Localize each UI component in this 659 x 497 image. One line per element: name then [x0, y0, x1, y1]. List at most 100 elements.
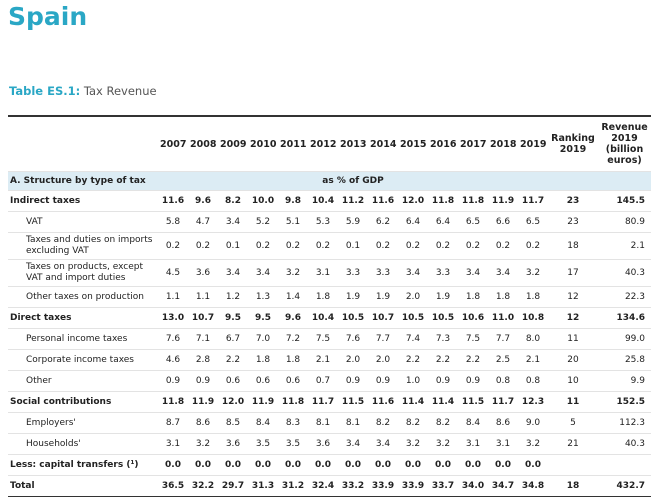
ranking-cell: 11: [548, 391, 598, 413]
value-cell: 0.0: [518, 454, 548, 476]
value-cell: 3.4: [368, 433, 398, 455]
value-cell: 8.6: [188, 412, 218, 434]
value-cell: 0.0: [278, 454, 308, 476]
value-cell: 2.2: [218, 349, 248, 371]
value-cell: 0.2: [158, 232, 188, 260]
value-cell: 5.9: [338, 211, 368, 233]
caption-label: Table ES.1:: [9, 84, 81, 98]
value-cell: 2.1: [518, 349, 548, 371]
value-cell: 3.2: [518, 433, 548, 455]
value-cell: 3.3: [338, 259, 368, 287]
revenue-cell: 134.6: [598, 307, 651, 329]
value-cell: 8.2: [428, 412, 458, 434]
value-cell: 3.1: [488, 433, 518, 455]
ranking-cell: 18: [548, 232, 598, 260]
page-title: Spain: [8, 2, 88, 31]
value-cell: 0.1: [218, 232, 248, 260]
value-cell: 11.6: [368, 190, 398, 212]
value-cell: 6.5: [458, 211, 488, 233]
ranking-cell: 17: [548, 259, 598, 287]
value-cell: 33.2: [338, 475, 368, 497]
value-cell: 5.1: [278, 211, 308, 233]
column-header: 2019: [518, 116, 548, 172]
value-cell: 0.9: [158, 370, 188, 392]
column-header: 2013: [338, 116, 368, 172]
value-cell: 6.6: [488, 211, 518, 233]
value-cell: 4.6: [158, 349, 188, 371]
row-label: Taxes on products, except VAT and import…: [8, 259, 158, 287]
value-cell: 11.6: [158, 190, 188, 212]
value-cell: 5.3: [308, 211, 338, 233]
value-cell: 1.8: [308, 286, 338, 308]
value-cell: 12.0: [398, 190, 428, 212]
value-cell: 0.0: [428, 454, 458, 476]
value-cell: 0.0: [248, 454, 278, 476]
value-cell: 0.0: [308, 454, 338, 476]
value-cell: 3.5: [248, 433, 278, 455]
revenue-cell: 112.3: [598, 412, 651, 434]
value-cell: 11.6: [368, 391, 398, 413]
value-cell: 3.4: [248, 259, 278, 287]
value-cell: 0.0: [218, 454, 248, 476]
value-cell: 1.2: [218, 286, 248, 308]
value-cell: 0.6: [278, 370, 308, 392]
value-cell: 11.7: [308, 391, 338, 413]
value-cell: 0.9: [188, 370, 218, 392]
value-cell: 0.6: [218, 370, 248, 392]
row-label: Personal income taxes: [8, 328, 158, 350]
value-cell: 31.3: [248, 475, 278, 497]
value-cell: 0.9: [458, 370, 488, 392]
table-row: Other taxes on production 1.1 1.1 1.2 1.3 1.4…: [8, 286, 651, 308]
value-cell: 0.2: [518, 232, 548, 260]
tax-table: 2007 2008 2009 2010 2011 2012 2013 2014 2015 2016…: [8, 115, 651, 497]
value-cell: 11.0: [488, 307, 518, 329]
value-cell: 10.7: [368, 307, 398, 329]
value-cell: 0.0: [338, 454, 368, 476]
page: Spain Table ES.1: Tax Revenue 2007 2008 20…: [8, 2, 651, 497]
value-cell: 11.8: [278, 391, 308, 413]
value-cell: 0.2: [368, 232, 398, 260]
column-header: Ranking 2019: [548, 116, 598, 172]
value-cell: 33.9: [368, 475, 398, 497]
value-cell: 13.0: [158, 307, 188, 329]
row-label: Taxes and duties on imports excluding VA…: [8, 232, 158, 260]
value-cell: 10.5: [398, 307, 428, 329]
value-cell: 2.5: [488, 349, 518, 371]
value-cell: 0.1: [338, 232, 368, 260]
column-header: 2010: [248, 116, 278, 172]
value-cell: 3.2: [518, 259, 548, 287]
value-cell: 1.3: [248, 286, 278, 308]
column-header: 2014: [368, 116, 398, 172]
value-cell: 6.7: [218, 328, 248, 350]
value-cell: 3.5: [278, 433, 308, 455]
value-cell: 10.4: [308, 307, 338, 329]
value-cell: 3.4: [458, 259, 488, 287]
table-row: Social contributions 11.8 11.9 12.0 11.9 11.8…: [8, 391, 651, 413]
value-cell: 34.0: [458, 475, 488, 497]
row-label: Households': [8, 433, 158, 455]
value-cell: 9.0: [518, 412, 548, 434]
value-cell: 11.4: [398, 391, 428, 413]
value-cell: 9.5: [218, 307, 248, 329]
value-cell: 11.7: [518, 190, 548, 212]
revenue-cell: 25.8: [598, 349, 651, 371]
value-cell: 9.8: [278, 190, 308, 212]
value-cell: 3.4: [488, 259, 518, 287]
value-cell: 2.2: [398, 349, 428, 371]
table-body: A. Structure by type of tax as % of GDP In…: [8, 171, 651, 497]
value-cell: 32.4: [308, 475, 338, 497]
value-cell: 11.8: [458, 190, 488, 212]
value-cell: 7.3: [428, 328, 458, 350]
revenue-cell: [598, 454, 651, 476]
table-row: Direct taxes 13.0 10.7 9.5 9.5 9.6 10.4 10.5 10.…: [8, 307, 651, 329]
value-cell: 4.7: [188, 211, 218, 233]
value-cell: 0.7: [308, 370, 338, 392]
ranking-cell: 12: [548, 307, 598, 329]
ranking-cell: 18: [548, 475, 598, 497]
value-cell: 8.1: [338, 412, 368, 434]
value-cell: 11.8: [428, 190, 458, 212]
value-cell: 7.7: [488, 328, 518, 350]
value-cell: 10.4: [308, 190, 338, 212]
column-header: 2007: [158, 116, 188, 172]
row-label: Indirect taxes: [8, 190, 158, 212]
